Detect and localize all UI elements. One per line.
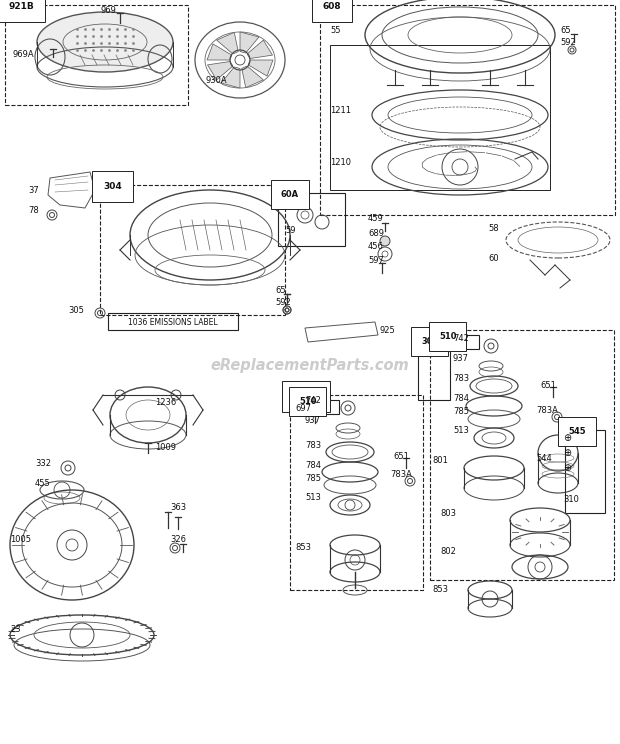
Text: 742: 742 [305,396,321,405]
Text: 513: 513 [305,493,321,502]
Text: 969A: 969A [12,50,33,59]
Text: 697: 697 [295,403,311,412]
Text: 1211: 1211 [330,106,351,115]
Text: 60A: 60A [281,190,299,199]
Text: 59: 59 [285,225,296,234]
Text: 1236: 1236 [155,397,176,406]
Text: 309A: 309A [293,392,319,401]
Text: 651: 651 [393,452,409,461]
Text: 510: 510 [439,332,456,341]
Bar [418,340,450,400]
Text: 309: 309 [421,337,438,346]
Text: eReplacementParts.com: eReplacementParts.com [211,358,409,373]
Text: 785: 785 [453,406,469,415]
Text: 304: 304 [103,182,122,191]
Text: 1009: 1009 [155,443,176,452]
Text: 544: 544 [536,454,552,463]
Text: 784: 784 [453,394,469,403]
Text: 23: 23 [10,626,20,635]
Text: 65: 65 [275,286,286,295]
Text: 937: 937 [453,353,469,362]
Text: 853: 853 [295,544,311,553]
Text: 784: 784 [305,461,321,469]
Polygon shape [247,40,273,59]
Ellipse shape [37,12,173,72]
Text: 456: 456 [368,242,384,251]
Text: 592: 592 [275,298,291,307]
Text: 802: 802 [440,548,456,557]
Bar [108,313,238,330]
Text: 510: 510 [299,397,316,406]
Text: 326: 326 [170,536,186,545]
Polygon shape [242,66,264,88]
Text: 65: 65 [560,25,570,34]
Text: 969: 969 [100,5,116,14]
Text: 925: 925 [380,326,396,335]
Text: 60: 60 [488,254,498,263]
Text: 305: 305 [68,306,84,315]
Text: 783A: 783A [536,405,558,414]
Polygon shape [240,32,259,53]
Circle shape [380,236,390,246]
Bar [5,5,188,105]
Bar [290,395,423,590]
Polygon shape [207,44,232,60]
Text: 689: 689 [368,228,384,237]
Text: 592: 592 [560,37,576,47]
Bar [330,45,550,190]
Bar [100,185,285,315]
Text: ⊕: ⊕ [563,433,571,443]
Polygon shape [208,62,233,80]
Text: 1036 EMISSIONS LABEL: 1036 EMISSIONS LABEL [128,318,218,327]
Text: 742: 742 [453,333,469,342]
Polygon shape [248,60,273,76]
Text: 58: 58 [488,223,498,233]
Text: 545: 545 [568,427,586,436]
Text: 1005: 1005 [10,536,31,545]
Text: 783A: 783A [390,469,412,478]
Text: 597: 597 [368,255,384,265]
Text: ⊕: ⊕ [563,448,571,458]
Polygon shape [216,33,238,54]
Text: 37: 37 [28,185,39,194]
Bar [296,400,339,414]
Text: 921B: 921B [8,2,33,11]
Text: 783: 783 [453,373,469,382]
Bar [278,193,345,246]
Text: 937: 937 [305,415,321,425]
Bar [565,430,605,513]
Text: 801: 801 [432,455,448,464]
Text: 608: 608 [323,2,342,11]
Text: 78: 78 [28,205,39,214]
Text: 930A: 930A [205,75,227,85]
Bar [436,335,479,349]
Text: 783: 783 [305,440,321,449]
Text: 1210: 1210 [330,158,351,167]
Text: 55: 55 [330,25,340,34]
Text: 853: 853 [432,586,448,594]
Bar [430,330,614,580]
Text: 513: 513 [453,426,469,434]
Text: 310: 310 [563,496,579,504]
Text: 803: 803 [440,510,456,519]
Text: 651: 651 [540,380,556,390]
Text: 363: 363 [170,504,186,513]
Text: 332: 332 [35,458,51,467]
Text: ⊕: ⊕ [563,463,571,473]
Text: 455: 455 [35,478,51,487]
Text: 785: 785 [305,473,321,483]
Text: 459: 459 [368,214,384,222]
Polygon shape [221,67,240,88]
Bar [320,5,615,215]
